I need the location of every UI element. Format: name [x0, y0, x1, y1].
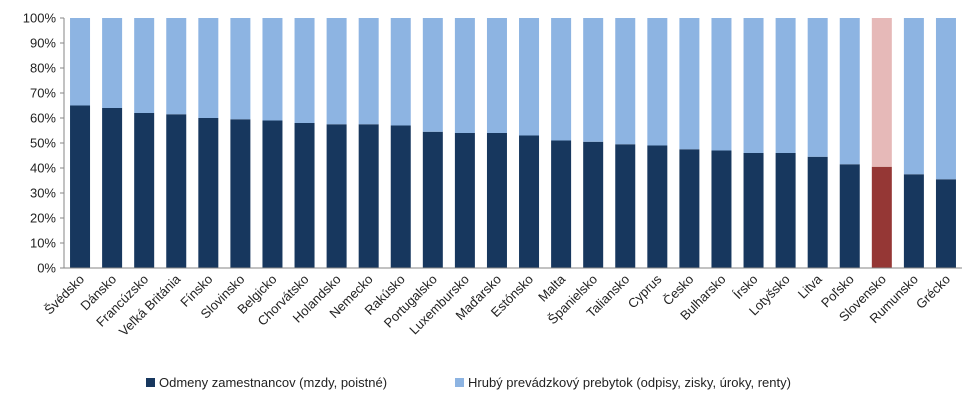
y-tick-label: 20%: [30, 211, 56, 226]
bar-series-2: [390, 18, 411, 126]
bar-series-1: [903, 174, 924, 268]
bars: [70, 18, 956, 268]
bar-series-2: [807, 18, 828, 157]
bar-series-2: [486, 18, 507, 133]
bar-series-1: [519, 135, 540, 268]
bar-series-1: [583, 141, 604, 268]
bar-series-2: [839, 18, 860, 165]
bar-series-1: [326, 124, 347, 268]
bar-series-2: [166, 18, 187, 115]
bar-series-2: [358, 18, 379, 125]
y-tick-label: 40%: [30, 161, 56, 176]
legend-label-series-2: Hrubý prevádzkový prebytok (odpisy, zisk…: [468, 375, 791, 390]
bar-series-2: [102, 18, 123, 108]
x-category-label: Švédsko: [41, 272, 87, 318]
bar-series-2: [679, 18, 700, 150]
bar-series-1: [134, 113, 155, 268]
bar-series-1: [935, 179, 956, 268]
bar-series-1: [102, 108, 123, 268]
bar-series-1: [711, 150, 732, 268]
bar-series-2: [615, 18, 636, 145]
x-category-label: Cyprus: [625, 271, 665, 311]
y-tick-label: 0%: [37, 261, 56, 276]
bar-series-1: [551, 140, 572, 268]
bar-series-2: [134, 18, 155, 113]
bar-series-1: [647, 145, 668, 268]
y-tick-label: 50%: [30, 136, 56, 151]
y-tick-label: 80%: [30, 61, 56, 76]
bar-series-1: [262, 120, 283, 268]
y-tick-label: 10%: [30, 236, 56, 251]
legend-swatch-series-1: [146, 378, 155, 387]
bar-series-2: [454, 18, 475, 133]
bar-series-1: [454, 133, 475, 268]
y-tick-label: 70%: [30, 86, 56, 101]
bar-series-1: [422, 131, 443, 268]
bar-series-2: [551, 18, 572, 141]
bar-series-1: [230, 119, 251, 268]
legend: Odmeny zamestnancov (mzdy, poistné) Hrub…: [146, 375, 791, 390]
x-category-label: Grécko: [913, 272, 953, 312]
bar-series-1: [871, 166, 892, 268]
bar-series-1: [839, 164, 860, 268]
bar-series-1: [166, 114, 187, 268]
legend-label-series-1: Odmeny zamestnancov (mzdy, poistné): [159, 375, 387, 390]
bar-series-2: [519, 18, 540, 136]
bar-series-1: [358, 124, 379, 268]
bar-series-2: [294, 18, 315, 123]
bar-series-2: [903, 18, 924, 175]
bar-series-2: [871, 18, 892, 167]
bar-series-1: [615, 144, 636, 268]
bar-series-1: [294, 123, 315, 268]
bar-series-2: [230, 18, 251, 120]
y-tick-label: 60%: [30, 111, 56, 126]
y-tick-label: 30%: [30, 186, 56, 201]
y-tick-label: 100%: [23, 11, 57, 26]
bar-series-1: [198, 118, 219, 268]
bar-series-2: [198, 18, 219, 118]
bar-series-1: [807, 156, 828, 268]
bar-series-1: [390, 125, 411, 268]
bar-series-2: [647, 18, 668, 146]
bar-series-2: [711, 18, 732, 151]
y-axis: 0% 10% 20% 30% 40% 50% 60% 70% 80% 90% 100%: [23, 11, 65, 276]
bar-series-1: [70, 105, 91, 268]
legend-swatch-series-2: [455, 378, 464, 387]
bar-series-2: [422, 18, 443, 132]
bar-series-2: [70, 18, 91, 106]
bar-series-2: [935, 18, 956, 180]
bar-series-2: [775, 18, 796, 153]
bar-series-2: [262, 18, 283, 121]
bar-series-1: [679, 149, 700, 268]
bar-series-2: [743, 18, 764, 153]
bar-series-2: [326, 18, 347, 125]
bar-series-1: [743, 153, 764, 268]
y-tick-label: 90%: [30, 36, 56, 51]
bar-series-1: [775, 153, 796, 268]
bar-series-1: [486, 133, 507, 268]
bar-series-2: [583, 18, 604, 142]
